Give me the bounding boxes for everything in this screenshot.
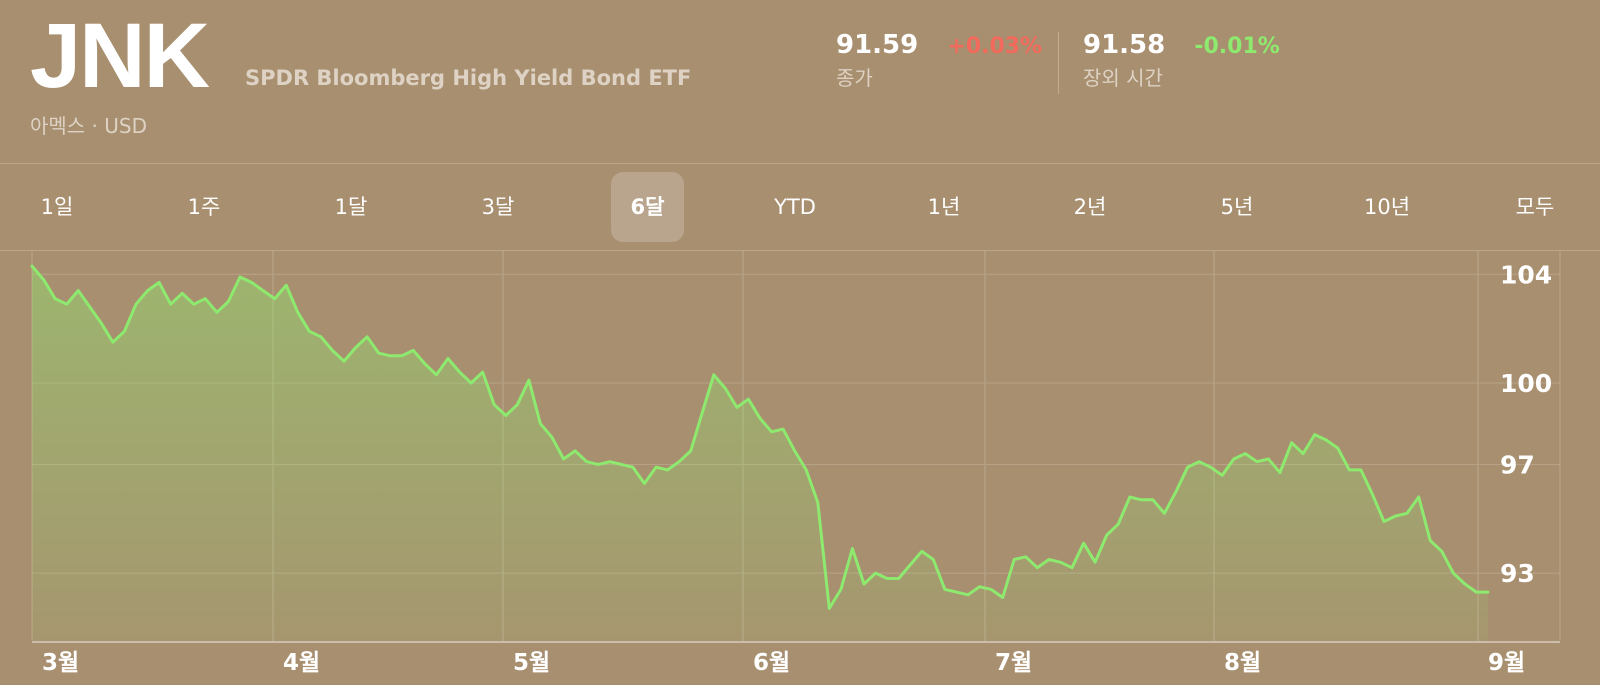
price-line [30, 264, 1490, 610]
x-tick-label: 9월 [1488, 650, 1525, 676]
x-axis: 3월 4월 5월 6월 7월 8월 9월 [42, 650, 1525, 676]
quote-divider [1058, 32, 1059, 94]
range-6m[interactable]: 6달 [611, 172, 684, 242]
fund-name: SPDR Bloomberg High Yield Bond ETF [245, 66, 692, 90]
header-divider [0, 163, 1600, 164]
x-tick-label: 8월 [1224, 650, 1261, 676]
close-label: 종가 [836, 66, 873, 90]
exchange-currency: 아멕스 · USD [30, 114, 148, 138]
range-all[interactable]: 모두 [1515, 195, 1555, 219]
y-tick-label: 104 [1500, 260, 1552, 289]
y-tick-label: 97 [1500, 450, 1535, 479]
x-tick-label: 3월 [42, 650, 79, 676]
range-1d[interactable]: 1일 [40, 195, 74, 219]
price-area [32, 266, 1488, 641]
close-change: +0.03% [947, 34, 1043, 59]
range-divider [0, 250, 1600, 251]
range-1m[interactable]: 1달 [334, 195, 368, 219]
x-tick-label: 6월 [753, 650, 790, 676]
quote-header: JNK SPDR Bloomberg High Yield Bond ETF 아… [0, 0, 1600, 163]
x-tick-label: 5월 [513, 650, 550, 676]
range-1w[interactable]: 1주 [187, 195, 221, 219]
range-10y[interactable]: 10년 [1363, 195, 1411, 219]
y-axis: 104 100 97 93 [1500, 260, 1552, 588]
after-hours-label: 장외 시간 [1083, 66, 1163, 90]
after-hours-change: -0.01% [1194, 34, 1280, 59]
range-2y[interactable]: 2년 [1073, 195, 1107, 219]
range-selector: 1일 1주 1달 3달 6달 YTD 1년 2년 5년 10년 모두 [0, 164, 1600, 250]
ticker-symbol: JNK [30, 5, 210, 107]
y-tick-label: 93 [1500, 559, 1535, 588]
price-chart[interactable]: 104 100 97 93 3월 4월 5월 6월 7월 8월 9월 [0, 250, 1600, 685]
range-5y[interactable]: 5년 [1220, 195, 1254, 219]
x-tick-label: 4월 [283, 650, 320, 676]
after-hours-quote: 91.58 -0.01% 장외 시간 [1083, 30, 1280, 91]
after-hours-price: 91.58 [1083, 30, 1166, 60]
close-quote: 91.59 +0.03% 종가 [836, 30, 1042, 91]
range-ytd[interactable]: YTD [774, 195, 816, 219]
close-price: 91.59 [836, 30, 919, 60]
x-tick-label: 7월 [995, 650, 1032, 676]
range-1y[interactable]: 1년 [927, 195, 961, 219]
y-tick-label: 100 [1500, 369, 1552, 398]
range-3m[interactable]: 3달 [481, 195, 515, 219]
